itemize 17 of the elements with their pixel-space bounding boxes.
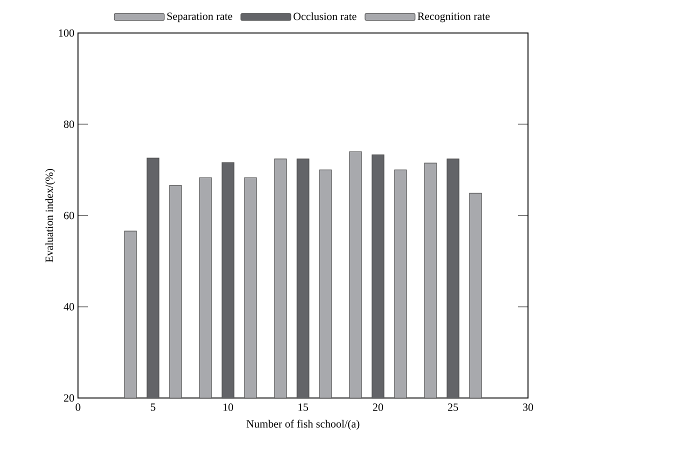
x-axis-title: Number of fish school/(a) [246,420,360,430]
x-tick-label: 0 [76,404,80,411]
y-tick-label: 20 [64,394,74,402]
y-tick-label: 40 [64,303,74,310]
legend-label: Recognition rate [418,12,490,22]
y-tick-label: 60 [64,212,74,220]
legend-label: Occlusion rate [294,12,356,20]
y-axis-title: Evaluation index/(%) [45,168,56,262]
x-tick-label: 5 [150,404,156,411]
x-tick-label: 10 [223,404,234,411]
x-tick-label: 20 [373,404,384,411]
legend-label: Separation rate [167,12,232,22]
y-tick-label: 80 [64,120,74,128]
y-tick-label: 100 [59,29,74,37]
x-tick-label: 15 [298,404,308,411]
x-tick-label: 30 [523,404,534,411]
x-tick-label: 25 [448,404,458,411]
